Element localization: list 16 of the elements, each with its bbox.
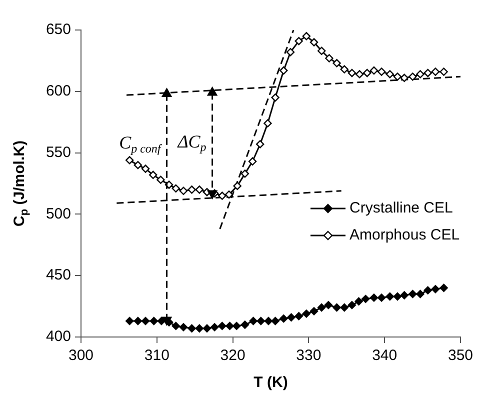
y-axis-title: Cp (J/mol.K)	[11, 140, 31, 226]
x-tick-label: 340	[372, 347, 398, 364]
x-tick-label: 330	[296, 347, 322, 364]
x-axis-title: T (K)	[254, 374, 288, 392]
y-tick-label: 400	[46, 328, 71, 346]
y-tick-label: 450	[46, 266, 71, 284]
y-tick-label: 650	[46, 21, 71, 38]
x-tick-label: 350	[448, 347, 473, 364]
x-tick-label: 300	[68, 347, 94, 364]
x-tick-label: 320	[220, 347, 246, 364]
legend-label: Amorphous CEL	[349, 226, 460, 244]
legend-label: Crystalline CEL	[349, 200, 453, 217]
y-tick-label: 600	[46, 82, 71, 100]
x-tick-label: 310	[144, 347, 170, 364]
y-tick-label: 500	[46, 205, 71, 222]
y-tick-label: 550	[46, 144, 71, 161]
